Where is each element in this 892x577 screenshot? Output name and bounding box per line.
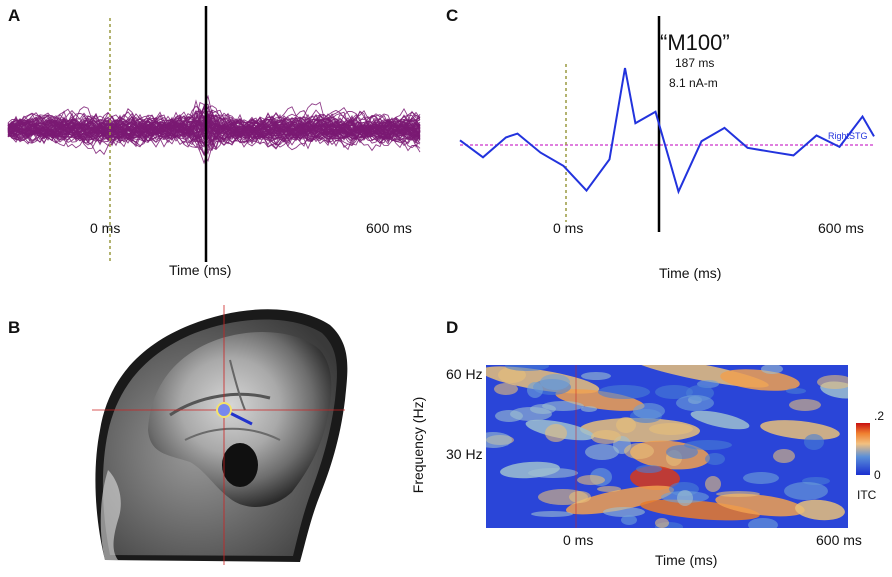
- peak-latency-label: 187 ms: [675, 56, 715, 70]
- face-profile: [100, 470, 121, 560]
- panel-a-tick-0ms: 0 ms: [90, 220, 121, 236]
- itc-blob: [760, 420, 840, 440]
- itc-speckle: [528, 468, 578, 478]
- sylvian-fissure: [169, 392, 271, 417]
- itc-speckle: [591, 430, 621, 444]
- itc-speckle: [784, 482, 828, 500]
- itc-blob: [715, 493, 805, 517]
- itc-speckle: [538, 489, 588, 505]
- itc-speckle: [598, 385, 650, 399]
- itc-blob: [565, 485, 675, 515]
- channel-trace: [7, 105, 421, 147]
- panel-a-tick-600ms: 600 ms: [366, 220, 412, 236]
- panel-d-tick-600ms: 600 ms: [816, 532, 862, 548]
- itc-speckle: [577, 475, 605, 485]
- central-sulcus: [229, 359, 246, 411]
- itc-speckle: [789, 399, 821, 411]
- channel-trace: [7, 112, 421, 142]
- channel-trace: [7, 114, 421, 146]
- itc-speckle: [486, 432, 512, 448]
- itc-speckle: [581, 406, 597, 412]
- panel-a-xlabel: Time (ms): [169, 262, 232, 278]
- itc-speckle: [716, 491, 760, 497]
- panel-c-xlabel: Time (ms): [659, 265, 722, 281]
- peak-amplitude-label: 8.1 nA-m: [669, 76, 718, 90]
- itc-speckle: [666, 445, 698, 459]
- itc-speckle: [545, 424, 567, 442]
- peak-name-label: “M100”: [660, 30, 730, 55]
- itc-speckle: [743, 472, 779, 484]
- itc-speckle: [603, 507, 645, 517]
- itc-speckle: [705, 453, 725, 465]
- panel-c-tick-0ms: 0 ms: [553, 220, 584, 236]
- itc-blob: [720, 369, 800, 391]
- colorbar-max: .2: [874, 409, 885, 423]
- channel-trace: [7, 115, 421, 151]
- itc-speckle: [773, 449, 795, 463]
- channel-trace: [7, 119, 421, 153]
- itc-blob: [690, 410, 750, 430]
- itc-speckle: [748, 518, 778, 528]
- colorbar-label: ITC: [857, 488, 877, 502]
- itc-speckle: [494, 383, 518, 395]
- trace-label-rightstg: RightSTG: [828, 131, 868, 141]
- itc-speckle: [817, 375, 848, 389]
- itc-speckle: [804, 434, 824, 450]
- panel-d-ylabel: Frequency (Hz): [410, 396, 427, 494]
- itc-speckle: [616, 417, 636, 433]
- panel-c-tick-600ms: 600 ms: [818, 220, 864, 236]
- panel-a-letter: A: [8, 6, 21, 25]
- itc-speckle: [677, 490, 693, 506]
- itc-speckle: [505, 365, 549, 371]
- itc-speckle: [786, 388, 806, 394]
- itc-speckle: [527, 382, 543, 398]
- itc-speckle: [655, 518, 669, 528]
- itc-speckle: [761, 365, 783, 374]
- itc-speckle: [597, 486, 621, 492]
- itc-blob: [555, 389, 645, 411]
- series-line-rightstg: [459, 67, 875, 195]
- itc-speckle: [621, 515, 637, 525]
- itc-speckle: [498, 367, 526, 383]
- dipole-location: [216, 402, 232, 418]
- itc-speckle: [636, 465, 662, 473]
- itc-speckle: [624, 443, 654, 459]
- itc-speckle: [633, 403, 665, 419]
- panel-d-xlabel: Time (ms): [655, 552, 718, 568]
- panel-b-letter: B: [8, 318, 21, 337]
- channel-trace: [7, 112, 421, 148]
- colorbar: [856, 423, 870, 475]
- itc-speckle: [581, 372, 611, 380]
- itc-speckle: [649, 423, 693, 435]
- panel-d-letter: D: [446, 318, 459, 337]
- itc-speckle: [540, 374, 570, 390]
- itc-speckle: [585, 444, 619, 460]
- panel-d-tick-0ms: 0 ms: [563, 532, 594, 548]
- itc-speckle: [676, 395, 714, 411]
- itc-speckle: [705, 476, 721, 492]
- itc-speckle: [684, 440, 732, 450]
- colorbar-min: 0: [874, 468, 881, 482]
- itc-blob: [795, 499, 845, 521]
- sulcus: [184, 427, 281, 441]
- panel-d-ytick-30hz: 30 Hz: [446, 446, 483, 462]
- panel-c-letter: C: [446, 6, 459, 25]
- itc-speckle: [655, 385, 693, 399]
- itc-speckle: [531, 511, 573, 517]
- panel-d-ytick-60hz: 60 Hz: [446, 366, 483, 382]
- itc-speckle: [530, 404, 556, 414]
- channel-trace: [7, 114, 421, 148]
- dark-region: [222, 443, 258, 487]
